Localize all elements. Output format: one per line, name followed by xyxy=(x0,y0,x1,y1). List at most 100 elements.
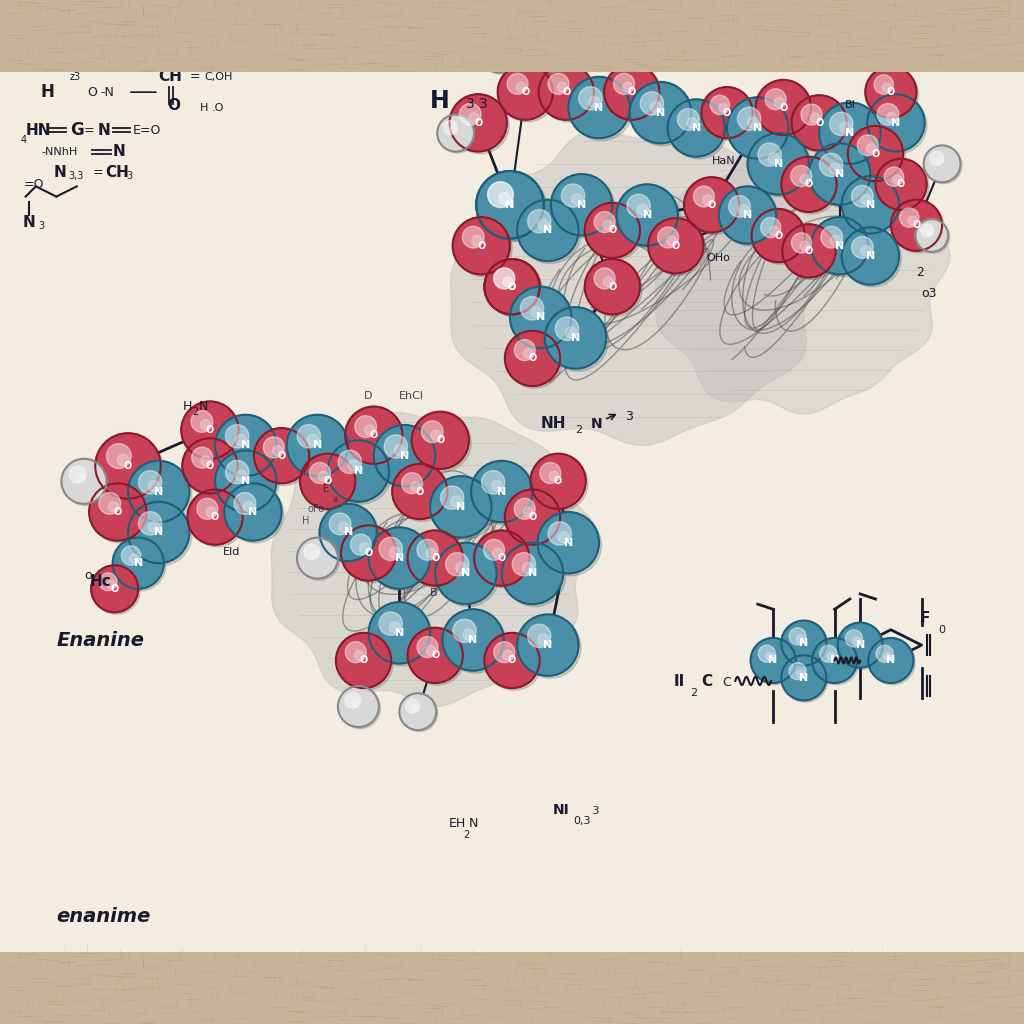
Circle shape xyxy=(452,96,509,154)
Text: o3: o3 xyxy=(922,287,937,300)
Text: 3: 3 xyxy=(38,221,44,231)
Text: 2: 2 xyxy=(463,829,469,840)
Circle shape xyxy=(106,443,131,469)
Circle shape xyxy=(678,109,699,130)
Circle shape xyxy=(587,261,642,316)
Circle shape xyxy=(545,307,606,369)
FancyBboxPatch shape xyxy=(0,0,1024,72)
Circle shape xyxy=(540,463,561,483)
Circle shape xyxy=(687,118,697,128)
Circle shape xyxy=(719,186,776,244)
Circle shape xyxy=(503,276,513,287)
Circle shape xyxy=(499,193,511,205)
Circle shape xyxy=(394,444,406,456)
Text: Enanine: Enanine xyxy=(56,631,144,649)
Text: 3: 3 xyxy=(126,171,132,181)
Circle shape xyxy=(330,442,391,504)
Circle shape xyxy=(794,97,849,153)
Circle shape xyxy=(499,193,511,205)
Circle shape xyxy=(302,456,357,511)
Text: O: O xyxy=(359,655,368,666)
Text: N: N xyxy=(97,123,110,137)
Circle shape xyxy=(435,543,497,604)
Text: O: O xyxy=(474,118,482,128)
Circle shape xyxy=(809,143,870,205)
Text: N: N xyxy=(23,215,35,229)
Circle shape xyxy=(389,547,400,558)
Circle shape xyxy=(530,454,586,509)
Circle shape xyxy=(670,101,727,159)
Circle shape xyxy=(438,116,475,153)
Circle shape xyxy=(512,553,536,575)
Circle shape xyxy=(514,340,536,360)
Circle shape xyxy=(453,217,510,274)
Circle shape xyxy=(472,236,482,246)
Circle shape xyxy=(667,236,677,246)
Text: N: N xyxy=(241,440,251,451)
Circle shape xyxy=(225,461,249,483)
Circle shape xyxy=(748,133,809,195)
Text: N: N xyxy=(855,640,865,650)
Circle shape xyxy=(338,451,361,473)
Circle shape xyxy=(853,637,861,645)
Circle shape xyxy=(505,489,560,545)
Circle shape xyxy=(89,483,146,541)
Circle shape xyxy=(587,205,642,260)
Circle shape xyxy=(95,433,161,499)
Text: N: N xyxy=(505,200,515,210)
Circle shape xyxy=(604,65,659,120)
Circle shape xyxy=(482,40,515,73)
Circle shape xyxy=(523,348,534,358)
Circle shape xyxy=(870,640,915,685)
Circle shape xyxy=(538,634,549,645)
Circle shape xyxy=(412,706,419,712)
Circle shape xyxy=(399,693,436,730)
Text: O: O xyxy=(370,430,378,440)
Circle shape xyxy=(630,82,691,143)
Text: O: O xyxy=(708,200,716,210)
Circle shape xyxy=(389,622,400,633)
Text: =O: =O xyxy=(24,178,44,190)
Circle shape xyxy=(297,538,338,579)
Text: O: O xyxy=(774,230,782,241)
Circle shape xyxy=(811,217,868,274)
Circle shape xyxy=(781,157,837,212)
Circle shape xyxy=(769,226,779,236)
Circle shape xyxy=(350,535,372,555)
Text: 2: 2 xyxy=(575,425,583,435)
Circle shape xyxy=(486,635,542,690)
Circle shape xyxy=(411,481,421,492)
Polygon shape xyxy=(271,413,598,707)
Circle shape xyxy=(579,87,602,110)
Circle shape xyxy=(138,471,162,494)
Circle shape xyxy=(830,236,841,246)
Circle shape xyxy=(348,460,359,471)
Circle shape xyxy=(819,645,837,663)
Text: N: N xyxy=(154,486,164,497)
Circle shape xyxy=(201,456,211,466)
Circle shape xyxy=(551,174,612,236)
Circle shape xyxy=(861,246,871,256)
Circle shape xyxy=(752,209,805,262)
Circle shape xyxy=(686,179,741,234)
Circle shape xyxy=(201,420,211,430)
Text: N: N xyxy=(655,108,666,118)
Text: O: O xyxy=(608,225,616,236)
Circle shape xyxy=(217,453,279,514)
Text: 2: 2 xyxy=(916,266,925,280)
Circle shape xyxy=(753,640,798,685)
Circle shape xyxy=(813,219,870,276)
Circle shape xyxy=(217,417,279,478)
Circle shape xyxy=(883,83,892,92)
Text: H: H xyxy=(302,516,309,526)
Text: N: N xyxy=(312,440,323,451)
Circle shape xyxy=(729,99,791,161)
Circle shape xyxy=(422,421,443,442)
Circle shape xyxy=(637,204,648,215)
Circle shape xyxy=(761,217,781,238)
Circle shape xyxy=(184,440,240,496)
Text: HaN: HaN xyxy=(712,156,735,166)
Circle shape xyxy=(408,530,463,586)
Circle shape xyxy=(128,461,189,522)
Polygon shape xyxy=(451,131,829,445)
